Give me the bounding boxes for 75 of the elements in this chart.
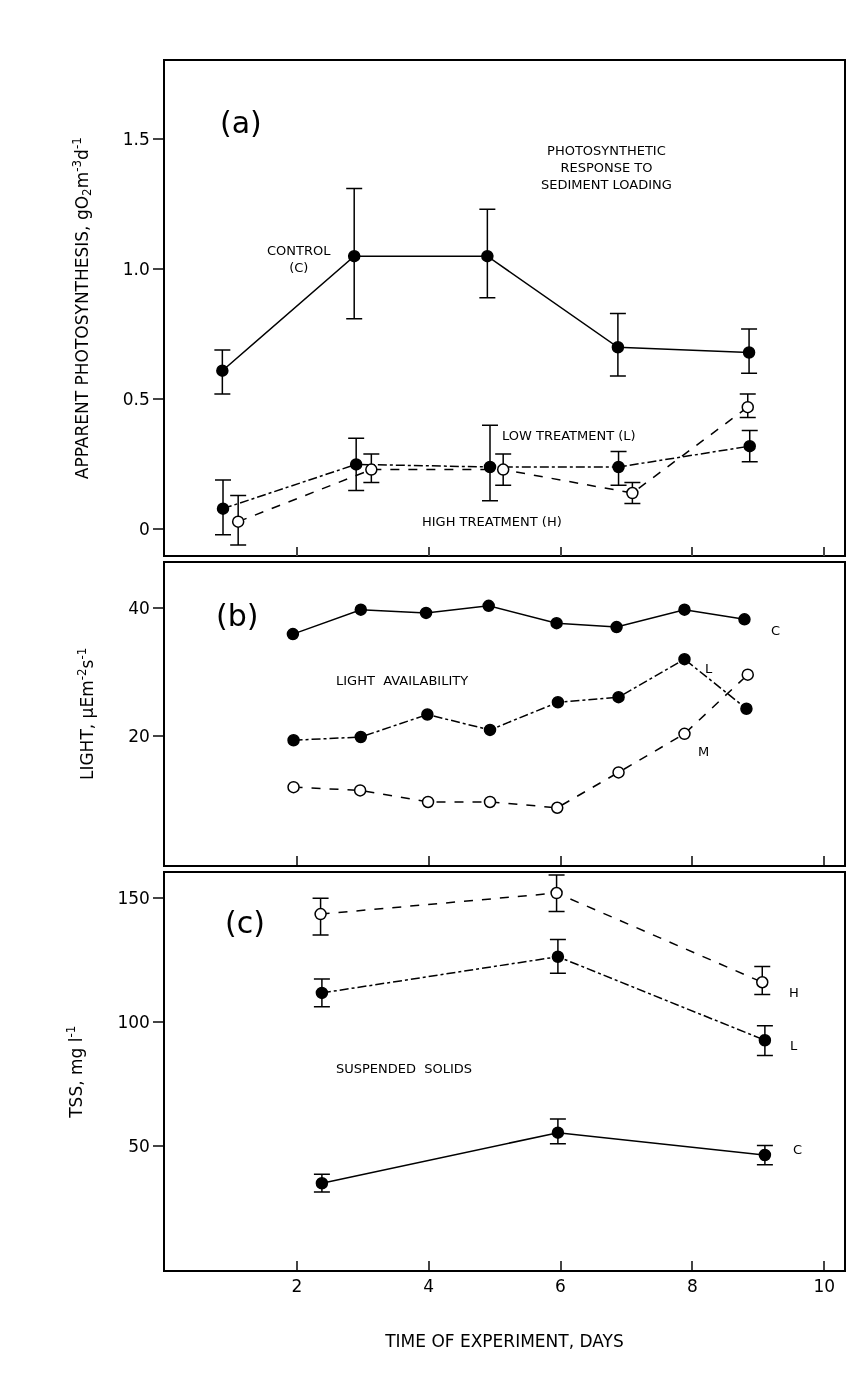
point bbox=[483, 460, 497, 474]
y-tick-label: 40 bbox=[128, 597, 150, 618]
text: (a) bbox=[220, 105, 262, 140]
series-label: L bbox=[790, 1038, 798, 1053]
point bbox=[738, 613, 751, 626]
point bbox=[551, 696, 565, 709]
point bbox=[550, 801, 564, 814]
y-tick-label: 150 bbox=[117, 888, 150, 909]
series-label: C bbox=[771, 623, 781, 638]
x-tick-label: 8 bbox=[686, 1276, 698, 1297]
point bbox=[550, 886, 563, 900]
point bbox=[756, 976, 769, 989]
y-tick-label: 0.5 bbox=[122, 389, 150, 410]
point bbox=[612, 766, 625, 779]
annotation: PHOTOSYNTHETIC RESPONSE TO SEDIMENT LOADING bbox=[541, 143, 672, 192]
x-axis-title: TIME OF EXPERIMENT, DAYS bbox=[384, 1331, 624, 1352]
point bbox=[612, 690, 625, 704]
point bbox=[315, 986, 329, 1000]
point bbox=[349, 458, 363, 471]
point bbox=[741, 400, 754, 414]
point bbox=[626, 486, 639, 500]
y-tick-label: 0 bbox=[139, 519, 150, 540]
point bbox=[482, 599, 495, 613]
series-label: L bbox=[705, 661, 713, 676]
point bbox=[743, 439, 756, 453]
point bbox=[483, 723, 497, 737]
y-tick-label: 1.0 bbox=[122, 259, 150, 280]
y-tick-label: 100 bbox=[117, 1012, 150, 1033]
point bbox=[314, 907, 327, 921]
text: (c) bbox=[225, 905, 265, 940]
series-label: C bbox=[793, 1142, 803, 1157]
point bbox=[741, 668, 754, 681]
point bbox=[678, 652, 691, 666]
point bbox=[216, 502, 230, 515]
point bbox=[353, 784, 367, 797]
point bbox=[611, 341, 625, 354]
x-tick-label: 2 bbox=[291, 1276, 303, 1297]
point bbox=[678, 727, 691, 741]
x-tick-label: 4 bbox=[423, 1276, 435, 1297]
series-label: H bbox=[789, 985, 799, 1000]
point bbox=[216, 364, 229, 377]
point bbox=[740, 702, 753, 715]
point bbox=[496, 463, 510, 476]
text: (b) bbox=[216, 598, 259, 633]
point bbox=[354, 603, 368, 616]
point bbox=[612, 460, 625, 474]
point bbox=[481, 249, 494, 263]
y-tick-label: 20 bbox=[128, 726, 150, 747]
point bbox=[347, 249, 361, 263]
point bbox=[287, 780, 300, 794]
point bbox=[610, 620, 623, 634]
point bbox=[365, 463, 378, 476]
point bbox=[354, 730, 368, 744]
annotation: SUSPENDED SOLIDS bbox=[336, 1061, 473, 1076]
point bbox=[419, 606, 433, 620]
point bbox=[678, 603, 691, 616]
series-label: CONTROL (C) bbox=[267, 243, 332, 275]
point bbox=[758, 1034, 772, 1047]
point bbox=[421, 795, 435, 809]
point bbox=[742, 346, 756, 359]
series-label: LOW TREATMENT (L) bbox=[502, 428, 636, 443]
text: HIGH TREATMENT (H) bbox=[422, 514, 562, 529]
point bbox=[550, 616, 563, 630]
annotation: LIGHT AVAILABILITY bbox=[336, 673, 469, 688]
point bbox=[231, 515, 245, 528]
point bbox=[287, 733, 300, 747]
series-label: M bbox=[698, 744, 710, 759]
y-tick-label: 1.5 bbox=[122, 129, 150, 150]
point bbox=[483, 795, 497, 809]
point bbox=[551, 950, 565, 963]
x-tick-label: 6 bbox=[555, 1276, 566, 1297]
y-tick-label: 50 bbox=[128, 1136, 150, 1157]
point bbox=[421, 708, 434, 721]
x-tick-label: 10 bbox=[813, 1276, 836, 1297]
point bbox=[286, 627, 300, 641]
